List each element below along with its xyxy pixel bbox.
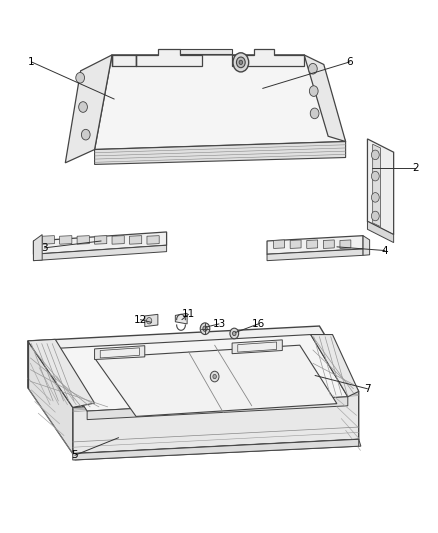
Polygon shape	[60, 236, 72, 244]
Polygon shape	[46, 335, 348, 411]
Circle shape	[233, 53, 249, 72]
Polygon shape	[112, 236, 124, 244]
Text: 6: 6	[346, 57, 353, 67]
Circle shape	[81, 130, 90, 140]
Circle shape	[213, 374, 216, 378]
Circle shape	[147, 318, 152, 324]
Text: 3: 3	[41, 243, 48, 253]
Circle shape	[371, 171, 379, 181]
Text: 16: 16	[252, 319, 265, 329]
Circle shape	[210, 371, 219, 382]
Text: 5: 5	[71, 450, 78, 460]
Polygon shape	[33, 232, 166, 254]
Polygon shape	[33, 235, 42, 261]
Polygon shape	[304, 55, 346, 142]
Polygon shape	[95, 142, 346, 165]
Polygon shape	[95, 236, 107, 244]
Circle shape	[371, 192, 379, 202]
Polygon shape	[136, 49, 201, 66]
Polygon shape	[77, 236, 89, 244]
Polygon shape	[95, 55, 346, 150]
Polygon shape	[87, 397, 348, 419]
Polygon shape	[33, 245, 166, 261]
Polygon shape	[274, 240, 285, 248]
Polygon shape	[112, 55, 136, 66]
Text: 4: 4	[381, 246, 388, 255]
Polygon shape	[323, 240, 334, 248]
Polygon shape	[180, 49, 232, 54]
Polygon shape	[42, 236, 54, 244]
Text: 11: 11	[182, 309, 195, 319]
Circle shape	[310, 108, 319, 119]
Polygon shape	[267, 236, 363, 254]
Polygon shape	[363, 236, 370, 255]
Circle shape	[309, 86, 318, 96]
Polygon shape	[311, 335, 359, 397]
Circle shape	[371, 211, 379, 221]
Circle shape	[371, 150, 379, 160]
Circle shape	[237, 57, 245, 68]
Polygon shape	[232, 49, 304, 66]
Polygon shape	[28, 326, 359, 407]
Polygon shape	[373, 144, 381, 227]
Text: 2: 2	[412, 163, 419, 173]
Circle shape	[79, 102, 88, 112]
Text: 1: 1	[28, 57, 35, 67]
Circle shape	[233, 332, 236, 336]
Polygon shape	[73, 391, 359, 454]
Circle shape	[203, 326, 207, 332]
Polygon shape	[232, 340, 283, 354]
Polygon shape	[95, 345, 337, 416]
Polygon shape	[73, 439, 361, 460]
Polygon shape	[28, 341, 73, 454]
Polygon shape	[28, 340, 95, 407]
Polygon shape	[130, 236, 142, 244]
Circle shape	[76, 72, 85, 83]
Circle shape	[308, 63, 317, 74]
Polygon shape	[267, 249, 363, 261]
Text: 7: 7	[364, 384, 371, 394]
Polygon shape	[290, 240, 301, 248]
Polygon shape	[73, 439, 359, 460]
Polygon shape	[145, 314, 158, 327]
Polygon shape	[367, 221, 394, 243]
Polygon shape	[100, 348, 140, 358]
Polygon shape	[95, 346, 145, 360]
Circle shape	[200, 323, 210, 335]
Polygon shape	[367, 139, 394, 235]
Circle shape	[230, 328, 239, 339]
Polygon shape	[238, 342, 277, 352]
Circle shape	[239, 60, 243, 64]
Text: 13: 13	[212, 319, 226, 329]
Polygon shape	[307, 240, 318, 248]
Polygon shape	[340, 240, 351, 248]
Polygon shape	[175, 313, 187, 324]
Polygon shape	[147, 236, 159, 244]
Polygon shape	[65, 55, 112, 163]
Text: 12: 12	[134, 314, 147, 325]
